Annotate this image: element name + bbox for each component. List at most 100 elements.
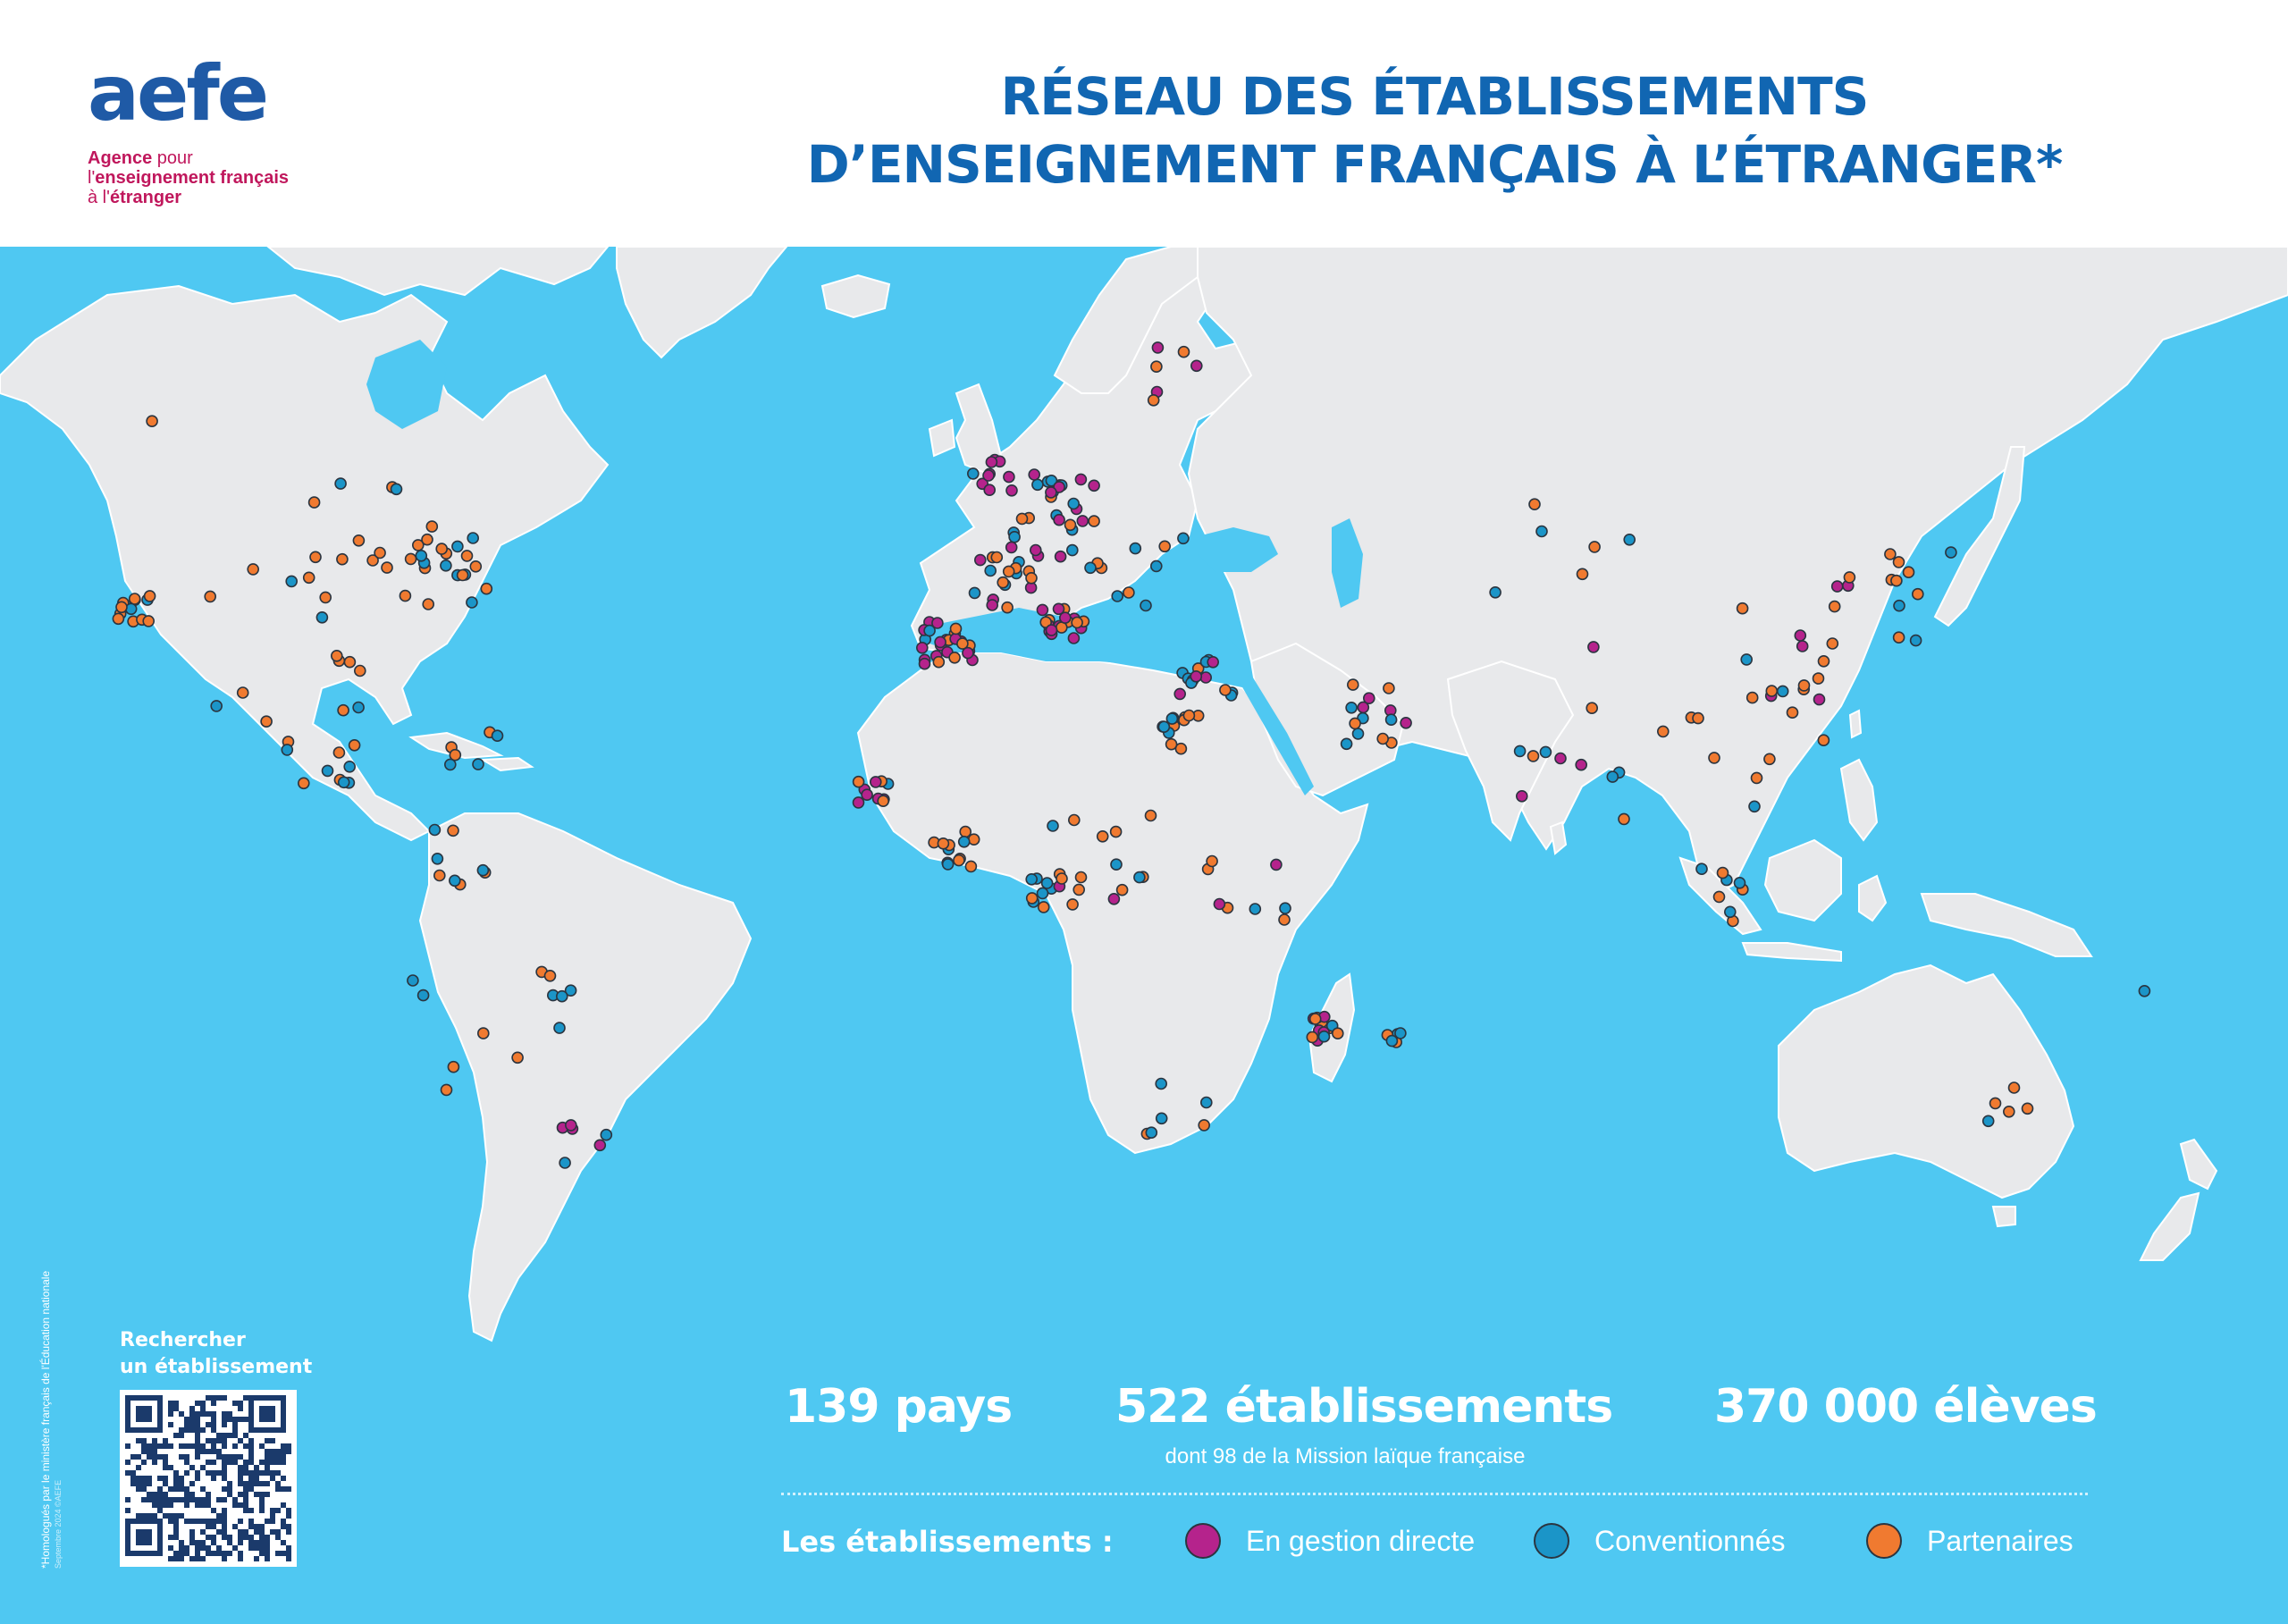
school-marker[interactable] <box>1306 1031 1319 1044</box>
school-marker[interactable] <box>1270 858 1283 871</box>
school-marker[interactable] <box>1516 789 1528 803</box>
school-marker[interactable] <box>421 533 433 546</box>
school-marker[interactable] <box>467 532 480 544</box>
school-marker[interactable] <box>1150 560 1163 573</box>
school-marker[interactable] <box>210 700 223 712</box>
school-marker[interactable] <box>1736 602 1749 615</box>
school-marker[interactable] <box>990 551 1004 564</box>
school-marker[interactable] <box>1056 872 1068 885</box>
school-marker[interactable] <box>1144 809 1157 822</box>
school-marker[interactable] <box>593 1139 607 1152</box>
school-marker[interactable] <box>1068 813 1081 827</box>
school-marker[interactable] <box>1812 672 1825 685</box>
school-marker[interactable] <box>343 655 357 669</box>
school-marker[interactable] <box>1909 634 1922 647</box>
school-marker[interactable] <box>1155 1112 1168 1125</box>
school-marker[interactable] <box>1554 752 1567 765</box>
school-marker[interactable] <box>112 612 125 626</box>
school-marker[interactable] <box>1363 692 1375 705</box>
school-marker[interactable] <box>1072 883 1085 896</box>
school-marker[interactable] <box>1005 541 1018 554</box>
school-marker[interactable] <box>982 469 995 482</box>
school-marker[interactable] <box>956 637 969 650</box>
school-marker[interactable] <box>447 1060 460 1073</box>
school-marker[interactable] <box>1826 637 1839 650</box>
school-marker[interactable] <box>1279 902 1291 915</box>
school-marker[interactable] <box>1008 530 1021 543</box>
school-marker[interactable] <box>852 775 865 788</box>
school-marker[interactable] <box>949 622 963 635</box>
school-marker[interactable] <box>953 854 965 867</box>
school-marker[interactable] <box>931 617 944 629</box>
school-marker[interactable] <box>1151 341 1165 354</box>
school-marker[interactable] <box>916 641 929 654</box>
school-marker[interactable] <box>1394 1027 1407 1039</box>
school-marker[interactable] <box>1989 1097 2002 1110</box>
school-marker[interactable] <box>1045 486 1057 499</box>
school-marker[interactable] <box>381 561 393 574</box>
school-marker[interactable] <box>1708 752 1720 764</box>
school-marker[interactable] <box>1588 541 1601 553</box>
school-marker[interactable] <box>366 554 379 567</box>
school-marker[interactable] <box>934 635 946 649</box>
school-marker[interactable] <box>997 576 1009 589</box>
school-marker[interactable] <box>957 835 971 848</box>
school-marker[interactable] <box>469 560 483 573</box>
school-marker[interactable] <box>1892 631 1905 644</box>
school-marker[interactable] <box>1817 654 1830 668</box>
school-marker[interactable] <box>297 777 310 790</box>
school-marker[interactable] <box>1884 548 1897 560</box>
school-marker[interactable] <box>564 1119 577 1132</box>
school-marker[interactable] <box>1037 901 1050 913</box>
school-marker[interactable] <box>204 590 216 603</box>
school-marker[interactable] <box>1067 632 1081 644</box>
school-marker[interactable] <box>1025 872 1038 886</box>
school-marker[interactable] <box>1040 877 1054 889</box>
school-marker[interactable] <box>543 970 557 982</box>
school-marker[interactable] <box>941 858 955 871</box>
school-marker[interactable] <box>1981 1115 1995 1128</box>
school-marker[interactable] <box>1587 641 1600 653</box>
school-marker[interactable] <box>236 686 249 699</box>
school-marker[interactable] <box>1206 854 1218 868</box>
world-map[interactable] <box>0 247 2288 1624</box>
school-marker[interactable] <box>1096 829 1109 843</box>
school-marker[interactable] <box>511 1051 524 1064</box>
school-marker[interactable] <box>1724 905 1737 919</box>
school-marker[interactable] <box>337 776 350 789</box>
school-marker[interactable] <box>1813 693 1826 706</box>
school-marker[interactable] <box>1400 716 1412 729</box>
school-marker[interactable] <box>1109 825 1123 838</box>
school-marker[interactable] <box>1054 550 1067 563</box>
school-marker[interactable] <box>440 559 452 572</box>
school-marker[interactable] <box>353 664 366 677</box>
school-marker[interactable] <box>1740 653 1753 666</box>
school-marker[interactable] <box>2138 985 2151 997</box>
school-marker[interactable] <box>959 825 972 838</box>
school-marker[interactable] <box>1074 871 1088 884</box>
school-marker[interactable] <box>407 974 419 987</box>
school-marker[interactable] <box>1623 533 1636 546</box>
school-marker[interactable] <box>1763 753 1776 766</box>
school-marker[interactable] <box>480 582 493 595</box>
school-marker[interactable] <box>553 1022 566 1034</box>
school-marker[interactable] <box>1576 568 1589 581</box>
school-marker[interactable] <box>1902 566 1915 579</box>
school-marker[interactable] <box>1535 525 1548 538</box>
school-marker[interactable] <box>869 776 882 788</box>
school-marker[interactable] <box>1133 871 1146 884</box>
school-marker[interactable] <box>1606 770 1619 783</box>
school-marker[interactable] <box>1173 687 1186 701</box>
school-marker[interactable] <box>1031 478 1044 492</box>
school-marker[interactable] <box>1376 732 1389 745</box>
school-marker[interactable] <box>1219 684 1232 696</box>
school-marker[interactable] <box>1052 602 1065 616</box>
school-marker[interactable] <box>1084 561 1097 575</box>
school-marker[interactable] <box>1025 571 1038 585</box>
school-marker[interactable] <box>985 456 998 468</box>
school-marker[interactable] <box>404 552 417 566</box>
school-marker[interactable] <box>1893 599 1905 612</box>
school-marker[interactable] <box>2021 1102 2034 1115</box>
school-marker[interactable] <box>1892 556 1905 568</box>
school-marker[interactable] <box>336 552 349 566</box>
